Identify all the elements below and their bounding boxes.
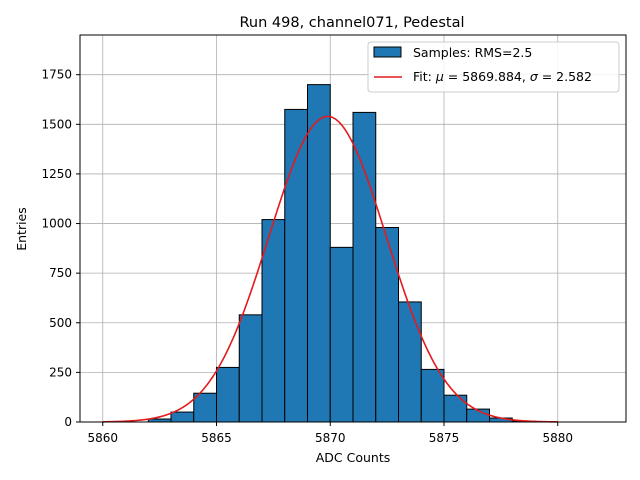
y-tick-label: 1000 — [41, 217, 72, 231]
y-tick-label: 1250 — [41, 167, 72, 181]
y-tick-label: 750 — [49, 266, 72, 280]
y-tick-label: 250 — [49, 365, 72, 379]
legend-histogram-label: Samples: RMS=2.5 — [413, 45, 532, 60]
x-tick-label: 5860 — [87, 431, 118, 445]
y-tick-label: 1500 — [41, 117, 72, 131]
histogram-bar — [443, 394, 468, 423]
y-axis-label: Entries — [14, 207, 29, 251]
legend-fit-prefix: Fit: — [413, 69, 436, 84]
histogram-bar — [375, 227, 399, 423]
histogram-bars — [147, 84, 536, 423]
legend-fit-sigma-symbol: σ — [530, 69, 539, 84]
legend-box — [367, 41, 620, 93]
plot-frame — [79, 34, 627, 423]
legend-histogram-swatch — [373, 46, 402, 58]
fit-curve — [102, 115, 558, 423]
y-tick-label: 0 — [64, 415, 72, 429]
x-axis-label: ADC Counts — [316, 450, 391, 465]
histogram-bar — [420, 368, 445, 423]
x-tick-label: 5865 — [201, 431, 232, 445]
histogram-bar — [398, 301, 422, 423]
x-tick-label: 5880 — [542, 431, 573, 445]
y-tick-label: 1750 — [41, 68, 72, 82]
legend-fit-label: Fit: μ = 5869.884, σ = 2.582 — [413, 69, 592, 84]
x-tick-label: 5875 — [429, 431, 460, 445]
legend-fit-mu-value: = 5869.884, — [444, 69, 530, 84]
chart-title: Run 498, channel071, Pedestal — [239, 15, 464, 31]
histogram-bar — [307, 84, 331, 423]
histogram-bar — [170, 411, 195, 423]
y-tick-label: 500 — [49, 316, 72, 330]
legend-fit-mu-symbol: μ — [435, 69, 444, 84]
legend: Samples: RMS=2.5 Fit: μ = 5869.884, σ = … — [367, 41, 620, 93]
histogram-bar — [329, 246, 354, 423]
histogram-bar — [238, 314, 263, 423]
x-tick-label: 5870 — [315, 431, 346, 445]
legend-fit-sigma-value: = 2.582 — [538, 69, 592, 84]
histogram-bar — [352, 111, 377, 423]
y-axis-ticks: 0 250 500 750 1000 1250 1500 1750 — [41, 68, 80, 429]
x-axis-ticks: 5860 5865 5870 5875 5880 — [87, 422, 573, 445]
histogram-bar — [216, 366, 240, 423]
histogram-bar — [193, 392, 217, 423]
